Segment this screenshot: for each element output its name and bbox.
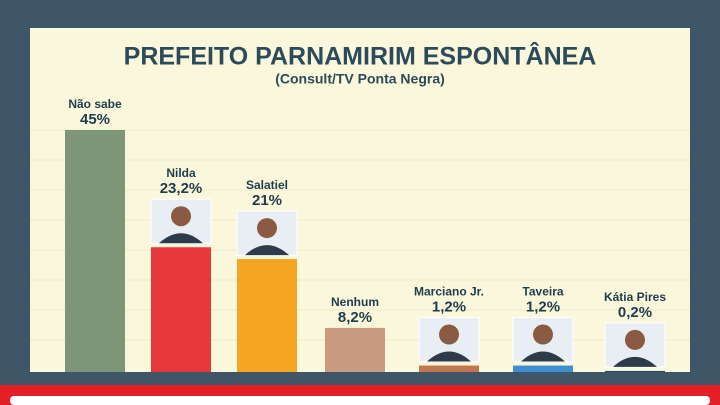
candidate-photo [150, 198, 212, 244]
photo-head [625, 329, 645, 350]
value-label: 45% [80, 111, 110, 128]
value-label: 1,2% [526, 299, 560, 316]
photo-head [439, 324, 459, 345]
category-label: Nenhum [331, 295, 379, 309]
value-label: 23,2% [160, 180, 203, 197]
bar [419, 365, 479, 372]
category-label: Kátia Pires [604, 290, 666, 304]
bar [513, 365, 573, 372]
bottom-banner-inner [10, 396, 710, 405]
category-label: Taveira [522, 285, 563, 299]
value-label: 1,2% [432, 299, 466, 316]
candidate-photo [604, 322, 666, 368]
candidate-photo [236, 210, 298, 256]
bar [605, 370, 665, 372]
candidate-photo [512, 317, 574, 363]
photo-body [613, 356, 657, 367]
bar [65, 130, 125, 372]
category-label: Não sabe [68, 97, 122, 111]
chart-subtitle: (Consult/TV Ponta Negra) [275, 71, 445, 87]
photo-body [159, 233, 203, 244]
photo-head [533, 324, 553, 345]
value-label: 0,2% [618, 304, 652, 321]
category-label: Marciano Jr. [414, 285, 484, 299]
chart-title: PREFEITO PARNAMIRIM ESPONTÂNEA [124, 41, 597, 71]
bar [151, 247, 211, 372]
value-label: 21% [252, 192, 282, 209]
candidate-photo [418, 317, 480, 363]
photo-body [427, 351, 471, 362]
panel [30, 28, 690, 372]
photo-body [245, 245, 289, 256]
bar [325, 327, 385, 372]
bar [237, 259, 297, 372]
photo-head [257, 218, 277, 239]
photo-body [521, 351, 565, 362]
category-label: Nilda [166, 166, 196, 180]
category-label: Salatiel [246, 178, 288, 192]
value-label: 8,2% [338, 309, 372, 326]
photo-head [171, 206, 191, 227]
